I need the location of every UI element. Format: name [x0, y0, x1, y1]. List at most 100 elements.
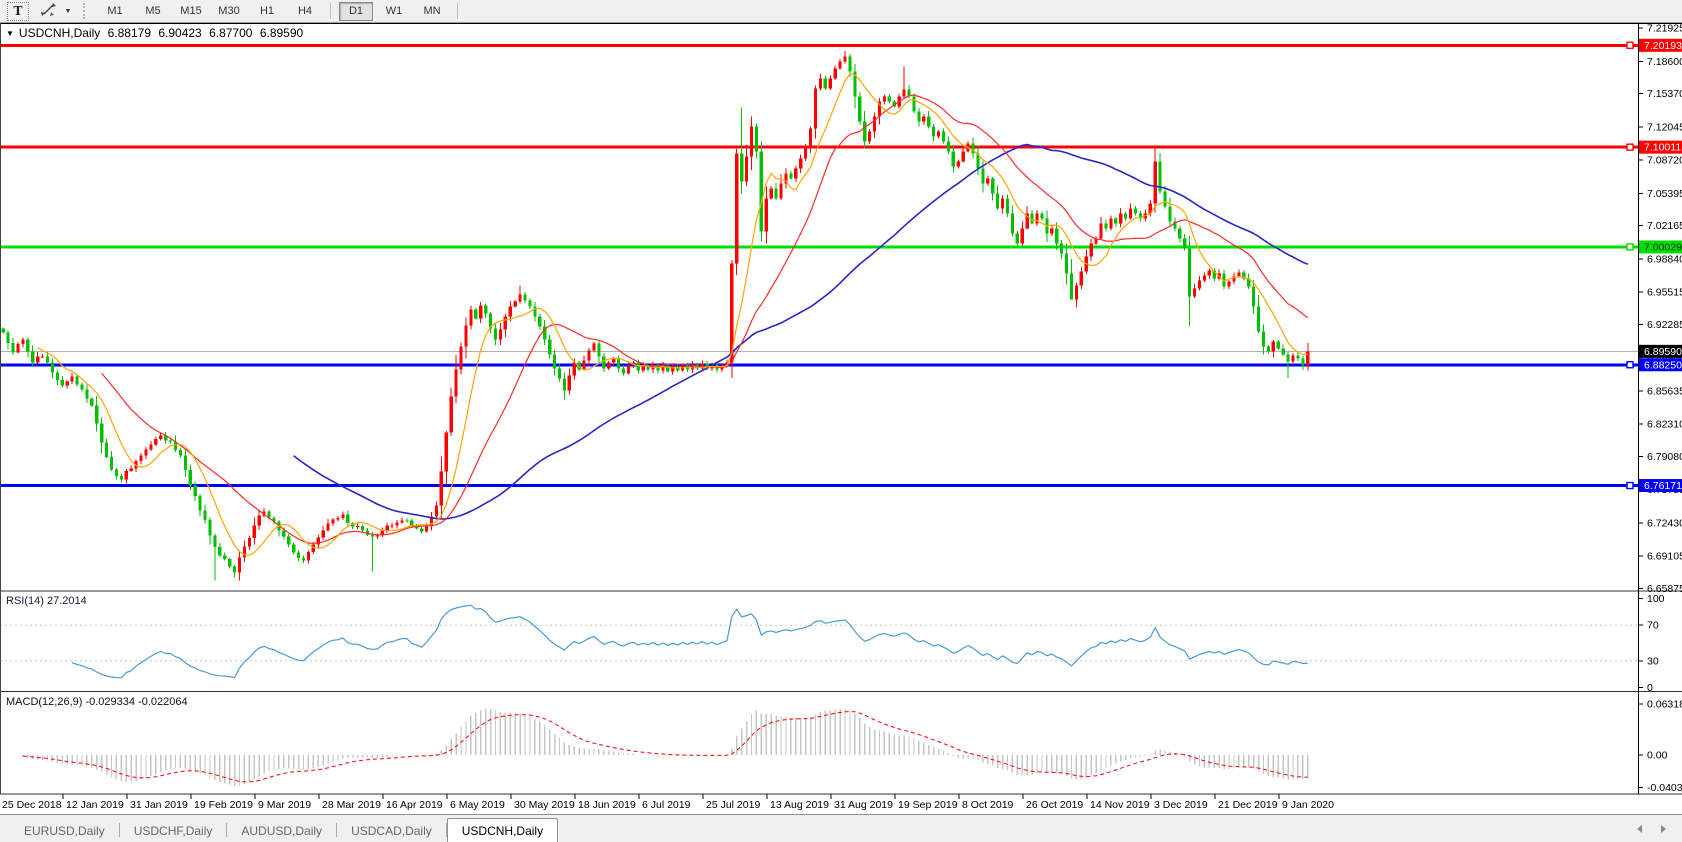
- svg-text:13 Aug 2019: 13 Aug 2019: [770, 799, 829, 811]
- rsi-panel: [0, 604, 1638, 679]
- svg-text:6.89590: 6.89590: [1644, 346, 1682, 358]
- chart-menu-icon[interactable]: ▼: [6, 29, 14, 38]
- svg-text:6.98840: 6.98840: [1647, 253, 1682, 265]
- tab-scroll-right-button[interactable]: [1658, 823, 1668, 835]
- svg-text:70: 70: [1647, 620, 1659, 632]
- svg-text:6.76171: 6.76171: [1644, 480, 1682, 492]
- candles-layer: [1, 51, 1310, 581]
- svg-text:9 Mar 2019: 9 Mar 2019: [258, 799, 311, 811]
- timeframe-button-M30[interactable]: M30: [218, 5, 240, 17]
- svg-text:12 Jan 2019: 12 Jan 2019: [66, 799, 124, 811]
- close-value: 6.89590: [259, 26, 304, 40]
- svg-text:18 Jun 2019: 18 Jun 2019: [578, 799, 636, 811]
- timeframe-button-D1[interactable]: D1: [339, 1, 373, 21]
- svg-text:7.21925: 7.21925: [1647, 23, 1682, 35]
- svg-text:21 Dec 2019: 21 Dec 2019: [1218, 799, 1278, 811]
- svg-text:16 Apr 2019: 16 Apr 2019: [386, 799, 443, 811]
- chart-tab-EURUSD[interactable]: EURUSD,Daily: [24, 824, 105, 838]
- svg-text:31 Aug 2019: 31 Aug 2019: [834, 799, 893, 811]
- svg-text:19 Feb 2019: 19 Feb 2019: [194, 799, 253, 811]
- svg-text:6.85635: 6.85635: [1647, 385, 1682, 397]
- svg-text:7.12045: 7.12045: [1647, 121, 1682, 133]
- svg-text:6.65875: 6.65875: [1647, 583, 1682, 595]
- arrows-tool-button[interactable]: [38, 2, 60, 20]
- svg-text:30: 30: [1647, 655, 1659, 667]
- ma-mid-line: [101, 94, 1309, 545]
- timeframe-button-W1[interactable]: W1: [385, 5, 403, 17]
- svg-text:7.00029: 7.00029: [1644, 241, 1682, 253]
- chart-tab-AUDUSD[interactable]: AUDUSD,Daily: [241, 824, 323, 838]
- chart-tab-bar: EURUSD,Daily USDCHF,Daily AUDUSD,Daily USDC…: [0, 814, 1682, 842]
- svg-text:26 Oct 2019: 26 Oct 2019: [1026, 799, 1083, 811]
- svg-text:6 Jul 2019: 6 Jul 2019: [642, 799, 691, 811]
- low-value: 6.87700: [209, 26, 253, 40]
- svg-text:100: 100: [1647, 593, 1665, 605]
- scroll-right-icon: [1660, 825, 1666, 833]
- svg-text:6.79080: 6.79080: [1647, 451, 1682, 463]
- svg-text:6.95515: 6.95515: [1647, 287, 1682, 299]
- tab-divider: [118, 823, 120, 837]
- svg-text:30 May 2019: 30 May 2019: [514, 799, 575, 811]
- svg-text:3 Dec 2019: 3 Dec 2019: [1154, 799, 1208, 811]
- svg-text:0.00: 0.00: [1647, 750, 1668, 762]
- open-value: 6.88179: [107, 26, 151, 40]
- timeframe-button-H1[interactable]: H1: [259, 5, 275, 17]
- svg-text:7.10011: 7.10011: [1644, 142, 1681, 154]
- timeframe-button-MN[interactable]: MN: [423, 5, 441, 17]
- svg-text:25 Dec 2018: 25 Dec 2018: [2, 799, 62, 811]
- svg-text:7.08720: 7.08720: [1647, 155, 1682, 167]
- timeframe-button-M15[interactable]: M15: [180, 5, 202, 17]
- macd-panel: [22, 708, 1309, 786]
- timeframe-button-M5[interactable]: M5: [145, 5, 161, 17]
- svg-text:0.063184: 0.063184: [1647, 699, 1682, 711]
- arrows-icon: [41, 2, 57, 20]
- horizontal-lines-layer: [0, 43, 1638, 488]
- svg-text:6 May 2019: 6 May 2019: [450, 799, 505, 811]
- svg-text:6.72430: 6.72430: [1647, 517, 1682, 529]
- toolbar: T ▼ M1 M5 M15 M30 H1 H4 D1 W1 MN: [0, 0, 1682, 23]
- chart-tabs: EURUSD,Daily USDCHF,Daily AUDUSD,Daily USDC…: [10, 815, 559, 842]
- svg-text:25 Jul 2019: 25 Jul 2019: [706, 799, 760, 811]
- svg-text:7.02165: 7.02165: [1647, 220, 1682, 232]
- toolbar-separator: [83, 3, 90, 19]
- ma-fast-line: [37, 73, 1308, 556]
- chart-tab-USDCNH[interactable]: USDCNH,Daily: [446, 818, 559, 842]
- tab-divider: [445, 823, 447, 837]
- rsi-indicator-label: RSI(14) 27.2014: [6, 595, 87, 607]
- svg-text:7.18600: 7.18600: [1647, 56, 1682, 68]
- toolbar-divider: [330, 3, 331, 19]
- svg-text:14 Nov 2019: 14 Nov 2019: [1090, 799, 1150, 811]
- macd-signal-line: [22, 710, 1308, 783]
- svg-text:6.69105: 6.69105: [1647, 551, 1682, 563]
- tab-divider: [336, 823, 338, 837]
- chart-symbol-label: USDCNH,Daily: [18, 26, 101, 40]
- svg-text:28 Mar 2019: 28 Mar 2019: [322, 799, 381, 811]
- rsi-line: [71, 604, 1308, 679]
- svg-text:8 Oct 2019: 8 Oct 2019: [962, 799, 1014, 811]
- scroll-left-icon: [1636, 825, 1642, 833]
- svg-text:-0.040355: -0.040355: [1647, 782, 1682, 794]
- tab-scrollbar: [1634, 815, 1668, 842]
- timeframe-button-H4[interactable]: H4: [297, 5, 313, 17]
- svg-text:6.88250: 6.88250: [1644, 359, 1682, 371]
- price-axis[interactable]: 7.21925 7.18600 7.15370 7.12045 7.08720 7.053…: [1626, 23, 1682, 596]
- svg-text:7.20193: 7.20193: [1644, 40, 1682, 52]
- svg-text:0: 0: [1647, 682, 1653, 694]
- svg-text:6.92285: 6.92285: [1647, 319, 1682, 331]
- timeframe-group: M1 M5 M15 M30 H1 H4 D1 W1 MN: [96, 1, 464, 21]
- tab-scroll-left-button[interactable]: [1634, 823, 1644, 835]
- chart-tab-USDCAD[interactable]: USDCAD,Daily: [351, 824, 432, 838]
- indicator-axes[interactable]: 100 70 30 0 0.063184 0.00 -0.040355: [1639, 593, 1682, 794]
- svg-text:7.05395: 7.05395: [1647, 188, 1682, 200]
- arrows-dropdown-button[interactable]: ▼: [64, 7, 72, 15]
- chart-tab-USDCHF[interactable]: USDCHF,Daily: [133, 824, 213, 838]
- toolbar-divider: [457, 3, 458, 19]
- time-axis[interactable]: 25 Dec 2018 12 Jan 2019 31 Jan 2019 19 Feb …: [0, 794, 1334, 811]
- timeframe-button-M1[interactable]: M1: [107, 5, 123, 17]
- text-label-tool-button[interactable]: T: [7, 1, 29, 21]
- tab-divider: [226, 823, 228, 837]
- svg-text:7.15370: 7.15370: [1647, 88, 1682, 100]
- panel-borders: [0, 22, 1682, 795]
